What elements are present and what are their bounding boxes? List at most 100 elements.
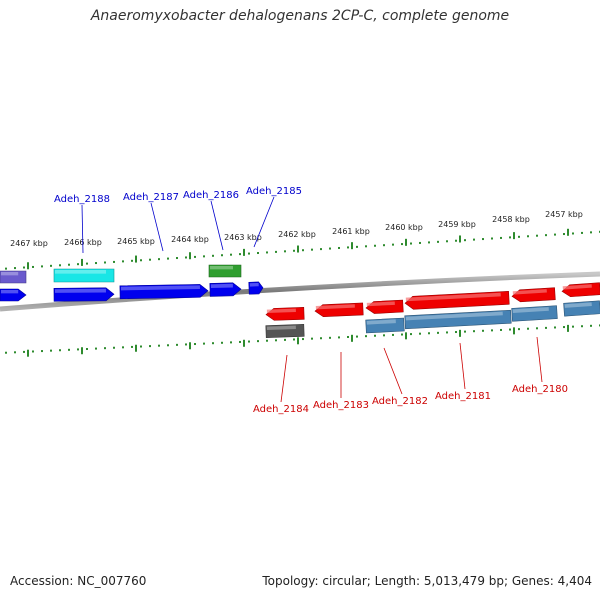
scale-label: 2458 kbp <box>492 215 530 224</box>
gene-labels: Adeh_2188 Adeh_2187 Adeh_2186 Adeh_2185 Adeh… <box>54 186 568 415</box>
scale-dot <box>554 326 556 329</box>
scale-dot <box>221 341 223 344</box>
scale-dot <box>104 347 106 350</box>
scale-dot <box>383 244 385 247</box>
gene-label-reverse[interactable]: Adeh_2183 <box>313 400 369 411</box>
scale-dot <box>545 234 547 237</box>
scale-dot <box>77 263 79 266</box>
gene-feature[interactable] <box>0 270 27 284</box>
scale-dot <box>113 346 115 349</box>
scale-dot <box>212 254 214 257</box>
gene-feature[interactable] <box>265 324 305 338</box>
scale-label: 2467 kbp <box>10 239 48 248</box>
scale-dot <box>230 253 232 256</box>
scale-major-tick <box>189 342 191 350</box>
gene-label-reverse[interactable]: Adeh_2182 <box>372 396 428 407</box>
gene-feature[interactable] <box>208 264 242 278</box>
scale-major-tick <box>135 255 137 263</box>
scale-dot <box>410 242 412 245</box>
scale-major-tick <box>459 329 461 337</box>
scale-dot <box>14 351 16 354</box>
gene-feature[interactable] <box>561 282 600 298</box>
gene-feature[interactable] <box>265 307 305 321</box>
scale-dot <box>329 336 331 339</box>
scale-dot <box>149 258 151 261</box>
gene-highlight <box>562 284 592 290</box>
gene-highlight <box>210 266 233 270</box>
scale-dot <box>527 235 529 238</box>
scale-major-tick <box>459 235 461 243</box>
gene-highlight <box>512 289 547 295</box>
scale-dot <box>293 249 295 252</box>
scale-dot <box>419 241 421 244</box>
scale-dot <box>446 331 448 334</box>
scale-label: 2460 kbp <box>385 223 423 232</box>
gene-label-forward[interactable]: Adeh_2185 <box>246 186 302 197</box>
scale-dot <box>383 334 385 337</box>
gene-feature[interactable] <box>314 302 364 317</box>
gene-feature[interactable] <box>119 284 209 300</box>
gene-highlight <box>405 292 501 302</box>
scale-dot <box>563 326 565 329</box>
scale-dot <box>5 267 7 270</box>
scale-dot <box>176 343 178 346</box>
gene-highlight <box>120 285 200 291</box>
gene-highlight <box>315 304 355 310</box>
scale-dot <box>482 329 484 332</box>
scale-dot <box>131 345 133 348</box>
gene-highlight <box>249 282 259 287</box>
gene-label-forward[interactable]: Adeh_2188 <box>54 194 110 205</box>
scale-dot <box>59 264 61 267</box>
scale-dot <box>518 235 520 238</box>
gene-feature[interactable] <box>404 290 510 310</box>
gene-label-forward[interactable]: Adeh_2187 <box>123 192 179 203</box>
scale-major-tick <box>27 262 29 270</box>
gene-feature[interactable] <box>563 300 600 317</box>
scale-label: 2464 kbp <box>171 235 209 244</box>
genome-backbone <box>0 271 600 312</box>
gene-feature[interactable] <box>0 288 27 302</box>
scale-major-tick <box>405 238 407 246</box>
scale-dot <box>320 337 322 340</box>
map-title: Anaeromyxobacter dehalogenans 2CP-C, com… <box>90 8 510 24</box>
scale-dot <box>77 348 79 351</box>
scale-label: 2461 kbp <box>332 227 370 236</box>
gene-feature[interactable] <box>53 287 115 302</box>
scale-dot <box>590 324 592 327</box>
scale-labels: 2467 kbp 2466 kbp 2465 kbp 2464 kbp 2463 kbp… <box>10 210 583 248</box>
scale-dot <box>203 255 205 258</box>
gene-feature[interactable] <box>53 268 115 283</box>
gene-label-reverse[interactable]: Adeh_2184 <box>253 404 309 415</box>
scale-dot <box>500 236 502 239</box>
gene-feature[interactable] <box>365 317 405 334</box>
gene-label-reverse[interactable]: Adeh_2181 <box>435 391 491 402</box>
scale-dot <box>572 232 574 235</box>
scale-dot <box>68 348 70 351</box>
scale-major-tick <box>513 232 515 240</box>
scale-dot <box>464 239 466 242</box>
scale-major-tick <box>81 347 83 355</box>
scale-dot <box>176 257 178 260</box>
scale-major-tick <box>351 334 353 342</box>
scale-dot <box>50 264 52 267</box>
gene-feature[interactable] <box>365 299 404 314</box>
gene-label-reverse[interactable]: Adeh_2180 <box>512 384 568 395</box>
scale-dot <box>356 245 358 248</box>
gene-label-leader <box>280 354 288 403</box>
gene-highlight <box>55 270 106 274</box>
gene-feature[interactable] <box>404 309 512 330</box>
scale-dot <box>311 337 313 340</box>
gene-arrow <box>561 282 600 298</box>
gene-feature[interactable] <box>248 281 264 295</box>
gene-feature[interactable] <box>209 282 242 297</box>
scale-dot <box>563 233 565 236</box>
gene-feature[interactable] <box>511 287 556 303</box>
scale-dot <box>419 332 421 335</box>
scale-dot <box>248 340 250 343</box>
scale-dot <box>203 342 205 345</box>
gene-label-forward[interactable]: Adeh_2186 <box>183 190 239 201</box>
gene-highlight <box>366 319 396 325</box>
scale-dot <box>374 334 376 337</box>
gene-feature[interactable] <box>511 305 558 322</box>
